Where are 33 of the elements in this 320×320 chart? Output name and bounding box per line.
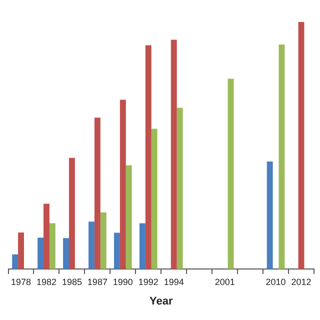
x-tick-label: 2001 [214,276,235,287]
bar [88,222,94,269]
x-tick-label: 1985 [62,276,82,287]
bar [120,100,126,269]
x-axis-title: Year [150,295,174,308]
x-tick-label: 1978 [10,276,32,287]
x-tick-label: 1994 [164,276,184,287]
bar [170,40,177,269]
bar [114,232,120,269]
bar [44,204,50,269]
bar [100,212,106,269]
bar [176,108,183,269]
bar [228,78,234,269]
bar [12,254,18,269]
bar [18,232,24,269]
bar [151,128,158,269]
bar [49,223,56,269]
bar [38,238,44,269]
bar [94,118,100,269]
bar [68,158,75,269]
x-tick-label: 1990 [112,276,133,287]
bar [139,223,146,269]
bar [126,165,132,269]
x-tick-label: 2010 [266,276,286,287]
bar [266,162,273,269]
bar [145,45,152,269]
x-tick-label: 1992 [138,276,158,287]
bar [298,22,304,269]
x-tick-label: 1987 [87,276,108,287]
x-tick-label: 1982 [36,276,57,287]
x-tick-label: 2012 [291,276,312,287]
bar [63,238,69,269]
bar [278,44,285,269]
